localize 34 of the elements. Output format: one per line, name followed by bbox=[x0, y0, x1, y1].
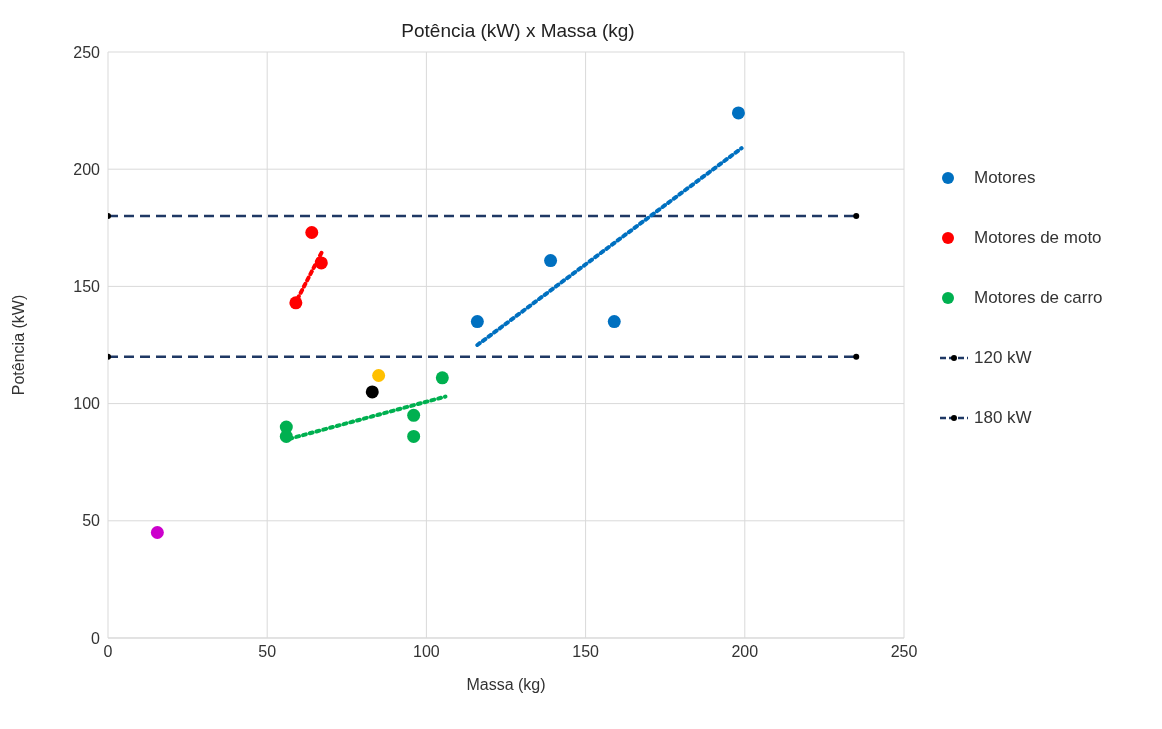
point bbox=[407, 429, 421, 443]
x-tick-label: 200 bbox=[731, 643, 759, 661]
legend-label: Motores de carro bbox=[974, 288, 1103, 308]
point bbox=[305, 225, 319, 239]
y-tick-label: 0 bbox=[91, 629, 101, 647]
x-axis-title: Massa (kg) bbox=[466, 676, 546, 693]
point bbox=[314, 256, 328, 270]
y-axis-title: Potência (kW) bbox=[9, 294, 27, 396]
legend-label: 180 kW bbox=[974, 408, 1032, 428]
x-tick-label: 100 bbox=[413, 643, 440, 661]
y-tick-label: 50 bbox=[82, 512, 101, 530]
y-tick-label: 250 bbox=[73, 43, 101, 61]
point bbox=[365, 385, 379, 399]
y-tick-label: 100 bbox=[73, 395, 101, 413]
x-tick-label: 250 bbox=[890, 643, 918, 661]
point bbox=[150, 526, 164, 540]
point bbox=[731, 106, 745, 120]
y-tick-label: 200 bbox=[73, 160, 101, 178]
point bbox=[372, 368, 386, 382]
legend-label: Motores bbox=[974, 168, 1036, 188]
y-tick-label: 150 bbox=[73, 278, 101, 296]
legend-label: 120 kW bbox=[974, 348, 1032, 368]
point bbox=[470, 315, 484, 329]
point bbox=[289, 296, 303, 310]
x-tick-label: 0 bbox=[103, 643, 113, 661]
point bbox=[279, 429, 293, 443]
x-tick-label: 50 bbox=[258, 643, 277, 661]
point bbox=[544, 254, 558, 268]
point bbox=[607, 315, 621, 329]
chart-title: Potência (kW) x Massa (kg) bbox=[400, 20, 636, 42]
x-tick-label: 150 bbox=[572, 643, 600, 661]
legend-label: Motores de moto bbox=[974, 228, 1102, 248]
point bbox=[435, 371, 449, 385]
point bbox=[407, 408, 421, 422]
